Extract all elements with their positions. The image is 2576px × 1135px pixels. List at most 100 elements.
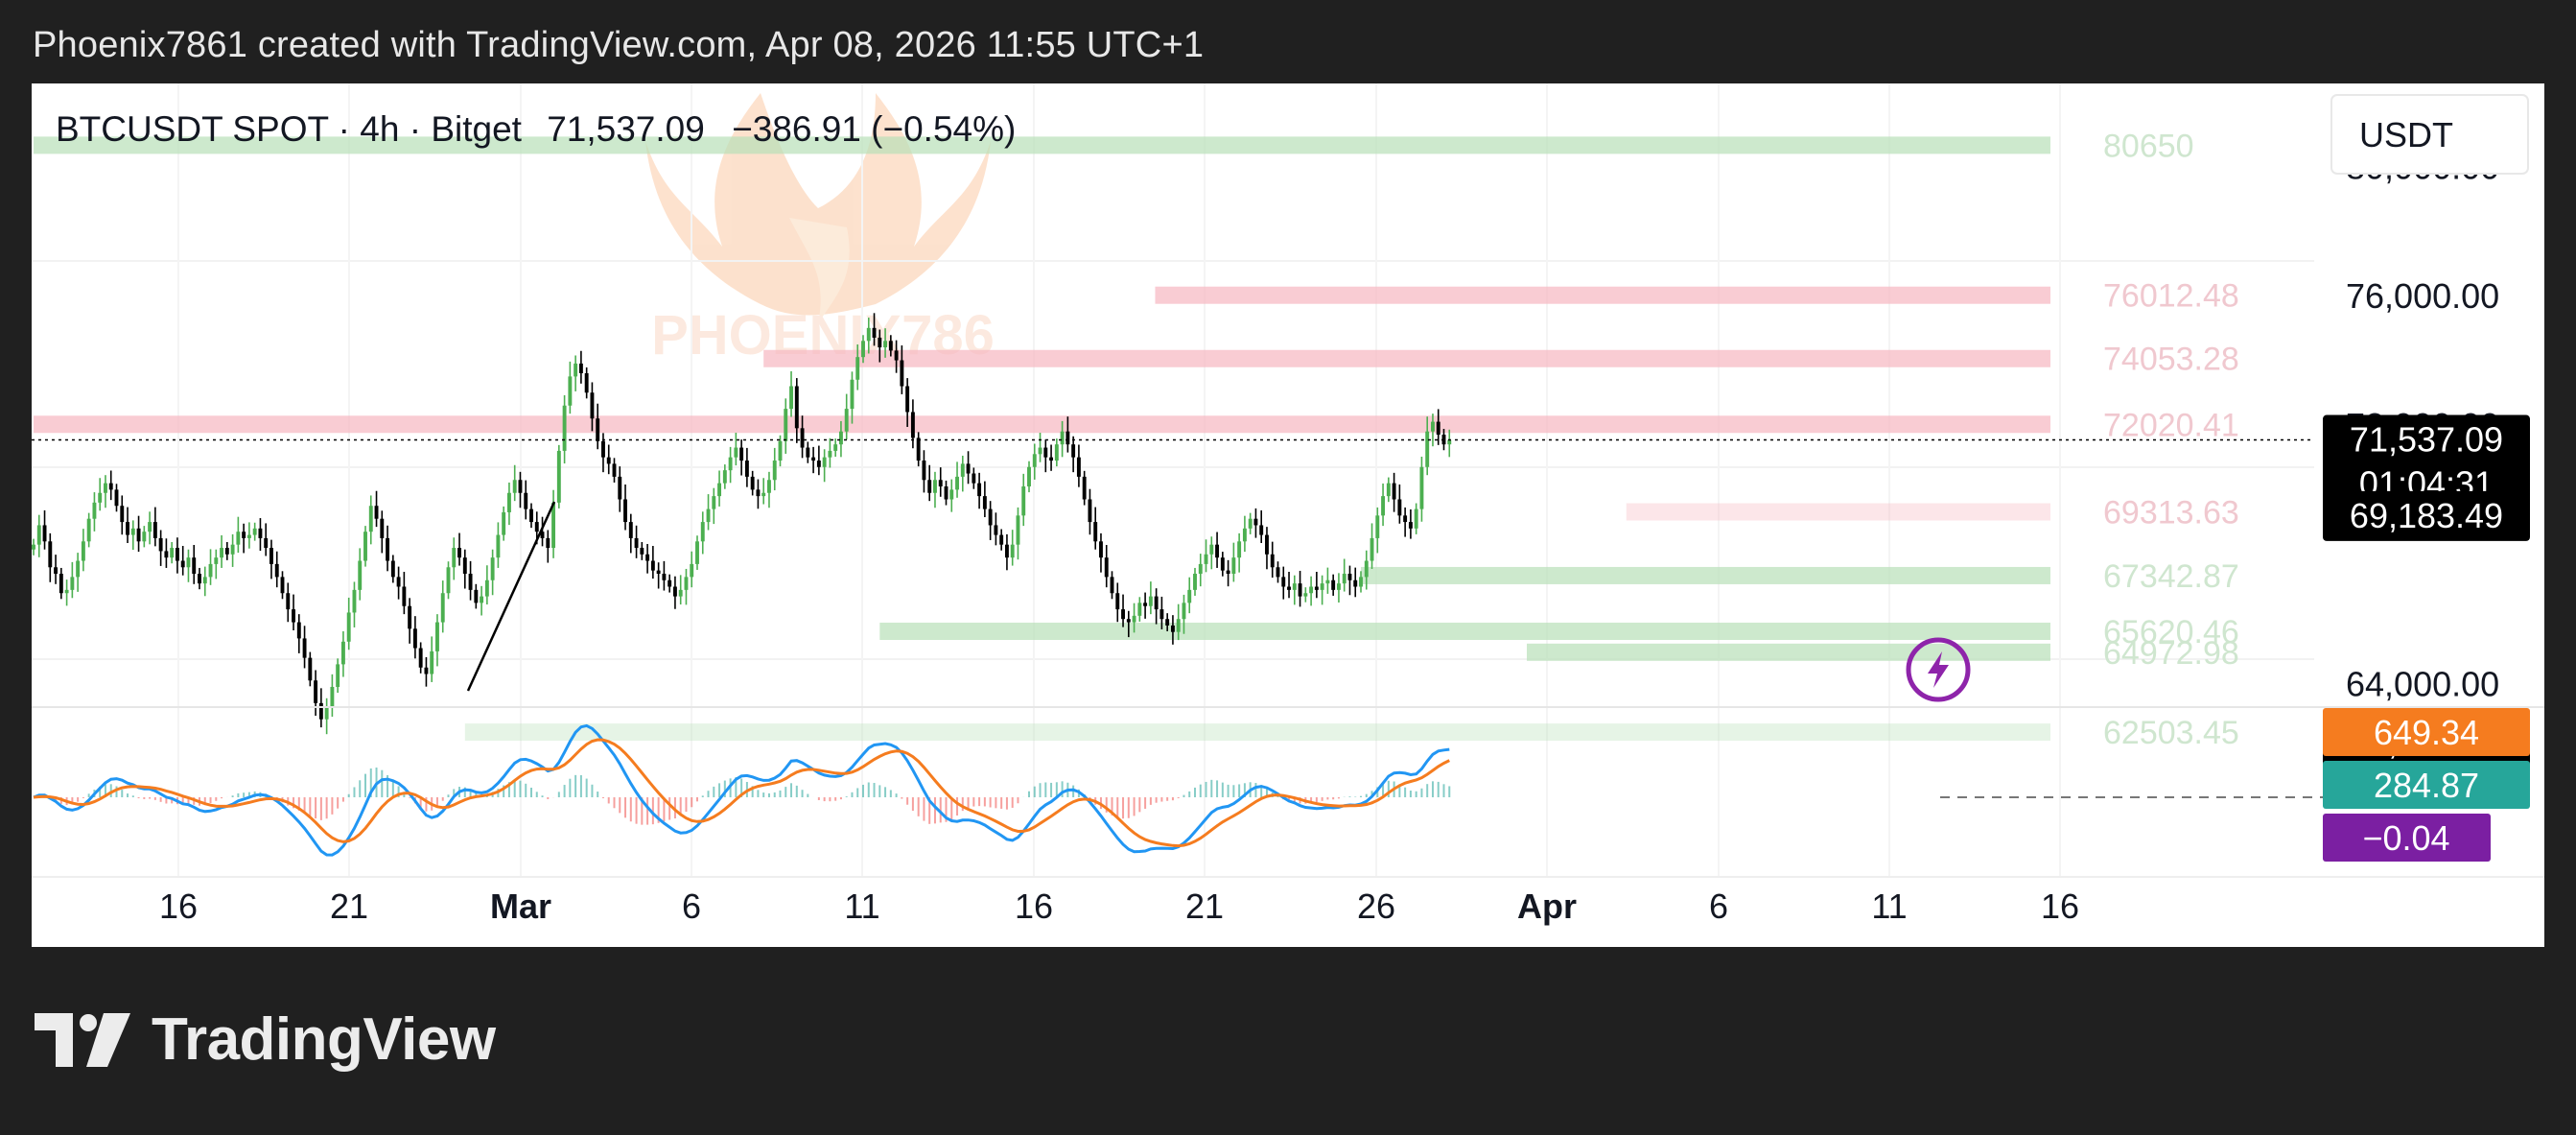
candle-body (418, 648, 423, 668)
candle-body (822, 457, 827, 467)
candle-body (435, 622, 439, 651)
candle-body (584, 373, 589, 393)
candle-body (36, 525, 41, 545)
candle-body (1010, 544, 1015, 558)
tradingview-logo-icon (35, 1012, 130, 1067)
currency-button[interactable]: USDT (2330, 94, 2529, 175)
candle-body (402, 586, 407, 606)
candle-body (1309, 586, 1314, 594)
candle-body (130, 528, 135, 535)
candle-body (108, 483, 113, 490)
candle-body (258, 528, 263, 538)
candle-body (220, 548, 224, 558)
candle-body (562, 405, 567, 451)
candle-body (242, 532, 246, 538)
candle-body (114, 489, 119, 507)
indicator-badge-label: 649.34 (2374, 713, 2479, 752)
candle-body (728, 457, 733, 471)
candle-body (1386, 483, 1391, 497)
candle-body (750, 476, 755, 490)
candle-body (811, 457, 816, 461)
candle-body (506, 492, 511, 512)
svg-text:BTCUSDT SPOT · 4h · Bitget: BTCUSDT SPOT · 4h · Bitget 71,537.09 −38… (56, 109, 1016, 149)
candle-body (308, 657, 313, 681)
candle-body (330, 686, 335, 707)
candle-body (1043, 447, 1048, 458)
candle-body (274, 563, 279, 578)
candle-body (1082, 476, 1087, 500)
candle-body (695, 541, 699, 564)
indicator-badge (2323, 761, 2530, 809)
candle-body (578, 363, 583, 374)
level-label: 62503.45 (2103, 715, 2239, 751)
candle-body (54, 567, 59, 575)
candle-body (618, 476, 622, 500)
level-label: 76012.48 (2103, 278, 2239, 315)
candle-body (656, 570, 661, 575)
candle-body (601, 440, 605, 458)
trend-line[interactable] (466, 501, 556, 692)
level-band (1527, 643, 2050, 661)
candle-body (1408, 522, 1413, 529)
symbol-legend[interactable]: BTCUSDT SPOT · 4h · Bitget 71,537.09 −38… (56, 109, 1016, 149)
candle-body (1049, 457, 1054, 461)
candle-body (650, 560, 655, 571)
candle-body (92, 502, 97, 519)
candle-body (888, 341, 893, 351)
price-chart[interactable]: PHOENIX786 8065076012.4874053.2872020.41… (32, 83, 2544, 947)
candle-body (1226, 570, 1230, 575)
candle-body (396, 577, 401, 587)
candle-body (977, 483, 982, 497)
candle-body (900, 360, 904, 387)
candle-body (949, 489, 954, 500)
candle-body (966, 463, 971, 474)
candle-body (412, 628, 417, 649)
candle-body (1021, 486, 1026, 516)
candle-body (1154, 596, 1159, 610)
candle-body (1032, 454, 1037, 467)
candle-body (170, 548, 175, 558)
candle-body (540, 532, 545, 538)
price-badge (2323, 414, 2530, 508)
candle-body (861, 341, 865, 358)
candle-body (767, 480, 771, 493)
candle-body (1159, 609, 1164, 620)
candle-body (640, 548, 644, 555)
candle-body (1375, 515, 1380, 538)
candle-body (302, 638, 307, 658)
candle-body (1397, 499, 1402, 516)
candle-body (1259, 525, 1264, 535)
candle-body (1331, 579, 1336, 590)
candle-body (772, 461, 777, 481)
chart-frame[interactable]: PHOENIX786 80650 76012.48 74053.28 72020.41… (32, 83, 2544, 947)
candle-body (446, 567, 451, 594)
candle-body (717, 483, 722, 497)
candle-body (490, 557, 495, 580)
level-band (879, 622, 2050, 640)
candle-body (1115, 593, 1120, 610)
candle-body (1126, 619, 1131, 623)
footer-logo[interactable]: TradingView (35, 1005, 496, 1074)
candle-body (230, 544, 235, 555)
candle-body (883, 341, 888, 348)
candle-body (1242, 528, 1247, 542)
candle-body (910, 412, 915, 438)
candle-body (480, 596, 484, 603)
candle-body (126, 522, 129, 535)
lightning-alert-icon[interactable] (1906, 637, 1971, 702)
candle-body (1198, 563, 1203, 575)
candle-body (1392, 483, 1396, 500)
grid (32, 83, 2314, 877)
price-badge-label: 71,537.09 (2350, 420, 2503, 460)
footer-brand: TradingView (152, 1006, 496, 1073)
legend-last-price: 71,537.09 (547, 109, 705, 149)
candle-body (318, 702, 323, 720)
candle-body (120, 506, 125, 523)
candle-body (462, 557, 467, 575)
candle-body (955, 476, 959, 490)
candle-body (1176, 619, 1181, 632)
candle-body (590, 392, 595, 419)
candle-body (1104, 557, 1109, 578)
price-tick-label: 76,000.00 (2346, 276, 2499, 316)
candle-body (1165, 619, 1170, 626)
